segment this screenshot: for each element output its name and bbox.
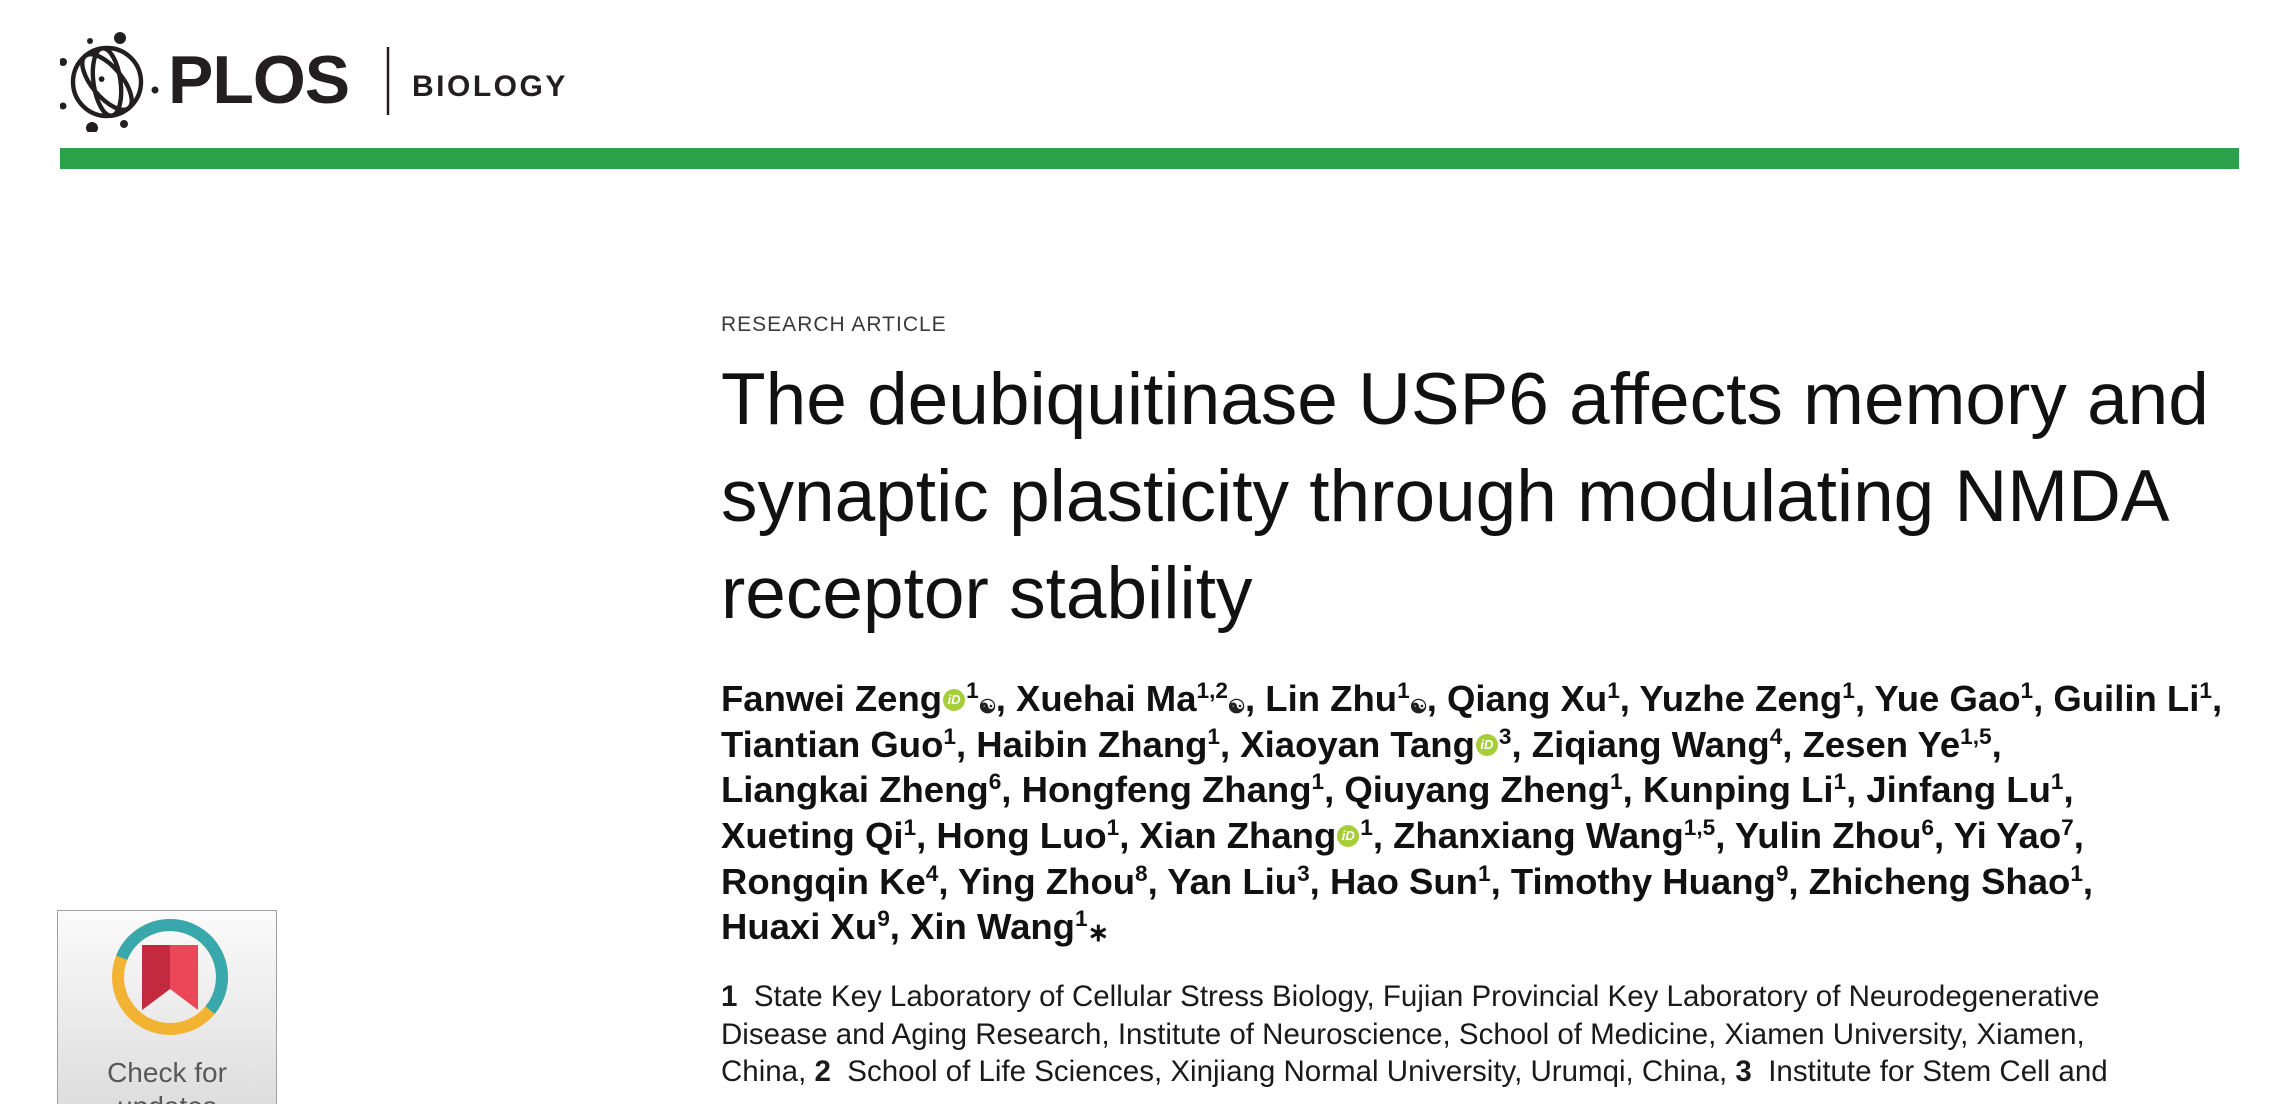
svg-text:BIOLOGY: BIOLOGY xyxy=(412,70,568,103)
svg-text:PLOS: PLOS xyxy=(168,42,349,118)
